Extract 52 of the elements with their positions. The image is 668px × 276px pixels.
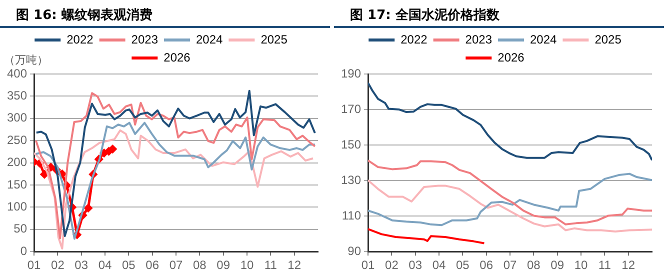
x-tick-label: 04 — [98, 258, 112, 272]
x-tick-label: 10 — [574, 258, 588, 272]
x-tick-label: 05 — [456, 258, 470, 272]
y-tick-label: 170 — [340, 102, 362, 116]
x-tick-label: 08 — [192, 258, 207, 272]
x-tick-label: 05 — [122, 258, 136, 272]
chart-title: 图 16: 螺纹钢表观消费 — [0, 0, 330, 28]
x-tick-label: 09 — [550, 258, 564, 272]
x-tick-label: 11 — [264, 258, 278, 272]
x-tick-label: 03 — [74, 258, 88, 272]
x-tick-label: 06 — [480, 258, 494, 272]
x-tick-label: 01 — [27, 258, 42, 272]
legend-label: 2023 — [131, 32, 158, 46]
x-tick-label: 03 — [408, 258, 422, 272]
y-tick-label: 110 — [342, 208, 362, 222]
y-tick-label: 250 — [6, 132, 28, 147]
y-tick-label: 90 — [348, 244, 362, 258]
y-tick-label: 100 — [6, 200, 28, 214]
x-tick-label: 07 — [169, 258, 184, 272]
legend-label: 2024 — [196, 32, 224, 46]
legend-label: 2026 — [498, 50, 525, 64]
x-tick-label: 07 — [503, 258, 518, 272]
x-tick-label: 06 — [146, 258, 160, 272]
legend-label: 2023 — [465, 32, 492, 46]
legend-label: 2025 — [260, 32, 288, 46]
x-tick-label: 04 — [432, 258, 446, 272]
legend-label: 2026 — [164, 50, 191, 64]
y-tick-label: 190 — [340, 66, 362, 80]
x-tick-label: 12 — [288, 258, 302, 272]
y-tick-label: 300 — [6, 110, 28, 125]
y-axis-title: （万吨） — [4, 53, 48, 66]
y-tick-label: 200 — [6, 155, 28, 170]
x-tick-label: 11 — [598, 258, 612, 272]
y-tick-label: 50 — [14, 222, 28, 236]
y-tick-label: 400 — [6, 66, 28, 80]
x-tick-label: 09 — [216, 258, 230, 272]
x-tick-label: 10 — [240, 258, 254, 272]
y-tick-label: 0 — [20, 244, 28, 258]
legend-label: 2025 — [594, 32, 622, 46]
x-tick-label: 01 — [361, 258, 376, 272]
legend-label: 2022 — [66, 32, 94, 46]
legend-label: 2022 — [400, 32, 428, 46]
y-tick-label: 130 — [340, 172, 362, 187]
legend-label: 2024 — [530, 32, 558, 46]
x-tick-label: 02 — [51, 258, 65, 272]
x-tick-label: 02 — [385, 258, 399, 272]
y-tick-label: 150 — [340, 137, 362, 152]
x-tick-label: 12 — [622, 258, 636, 272]
y-tick-label: 350 — [6, 88, 28, 103]
x-tick-label: 08 — [526, 258, 541, 272]
chart-title: 图 17: 全国水泥价格指数 — [334, 0, 664, 28]
y-tick-label: 150 — [6, 177, 28, 192]
